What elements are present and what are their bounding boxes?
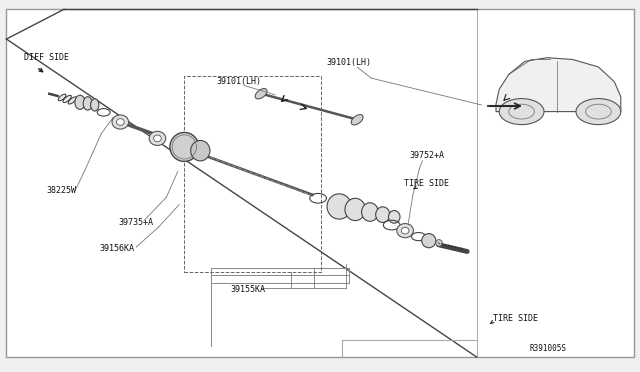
Ellipse shape [422, 234, 436, 248]
Polygon shape [496, 58, 621, 112]
Ellipse shape [154, 135, 161, 142]
Text: 39752+A: 39752+A [410, 151, 445, 160]
Ellipse shape [149, 131, 166, 145]
Ellipse shape [191, 140, 210, 161]
Text: 39735+A: 39735+A [118, 218, 154, 227]
Ellipse shape [327, 194, 351, 219]
Text: TIRE SIDE: TIRE SIDE [404, 179, 449, 188]
Ellipse shape [388, 211, 400, 223]
Ellipse shape [112, 115, 129, 129]
Text: 39101(LH): 39101(LH) [326, 58, 371, 67]
Bar [184, 76, 321, 272]
Ellipse shape [376, 207, 390, 222]
Ellipse shape [91, 99, 99, 111]
Ellipse shape [351, 115, 363, 125]
Ellipse shape [170, 132, 198, 161]
Text: 39155KA: 39155KA [230, 285, 266, 294]
Text: 38225W: 38225W [46, 186, 76, 195]
Ellipse shape [63, 95, 72, 103]
Ellipse shape [362, 203, 378, 221]
Ellipse shape [75, 95, 85, 109]
Ellipse shape [401, 227, 409, 234]
Text: TIRE SIDE: TIRE SIDE [493, 314, 538, 323]
Text: 39156KA: 39156KA [99, 244, 134, 253]
Text: R391005S: R391005S [530, 344, 567, 353]
Ellipse shape [255, 89, 267, 99]
Ellipse shape [397, 224, 413, 238]
Ellipse shape [436, 240, 442, 246]
Ellipse shape [345, 198, 365, 221]
Ellipse shape [116, 119, 124, 125]
Text: DIFF SIDE: DIFF SIDE [24, 52, 69, 61]
Text: 39101(LH): 39101(LH) [216, 77, 261, 86]
Ellipse shape [58, 94, 66, 101]
Circle shape [576, 99, 621, 125]
Ellipse shape [68, 97, 77, 104]
Circle shape [499, 99, 544, 125]
Ellipse shape [83, 97, 92, 110]
